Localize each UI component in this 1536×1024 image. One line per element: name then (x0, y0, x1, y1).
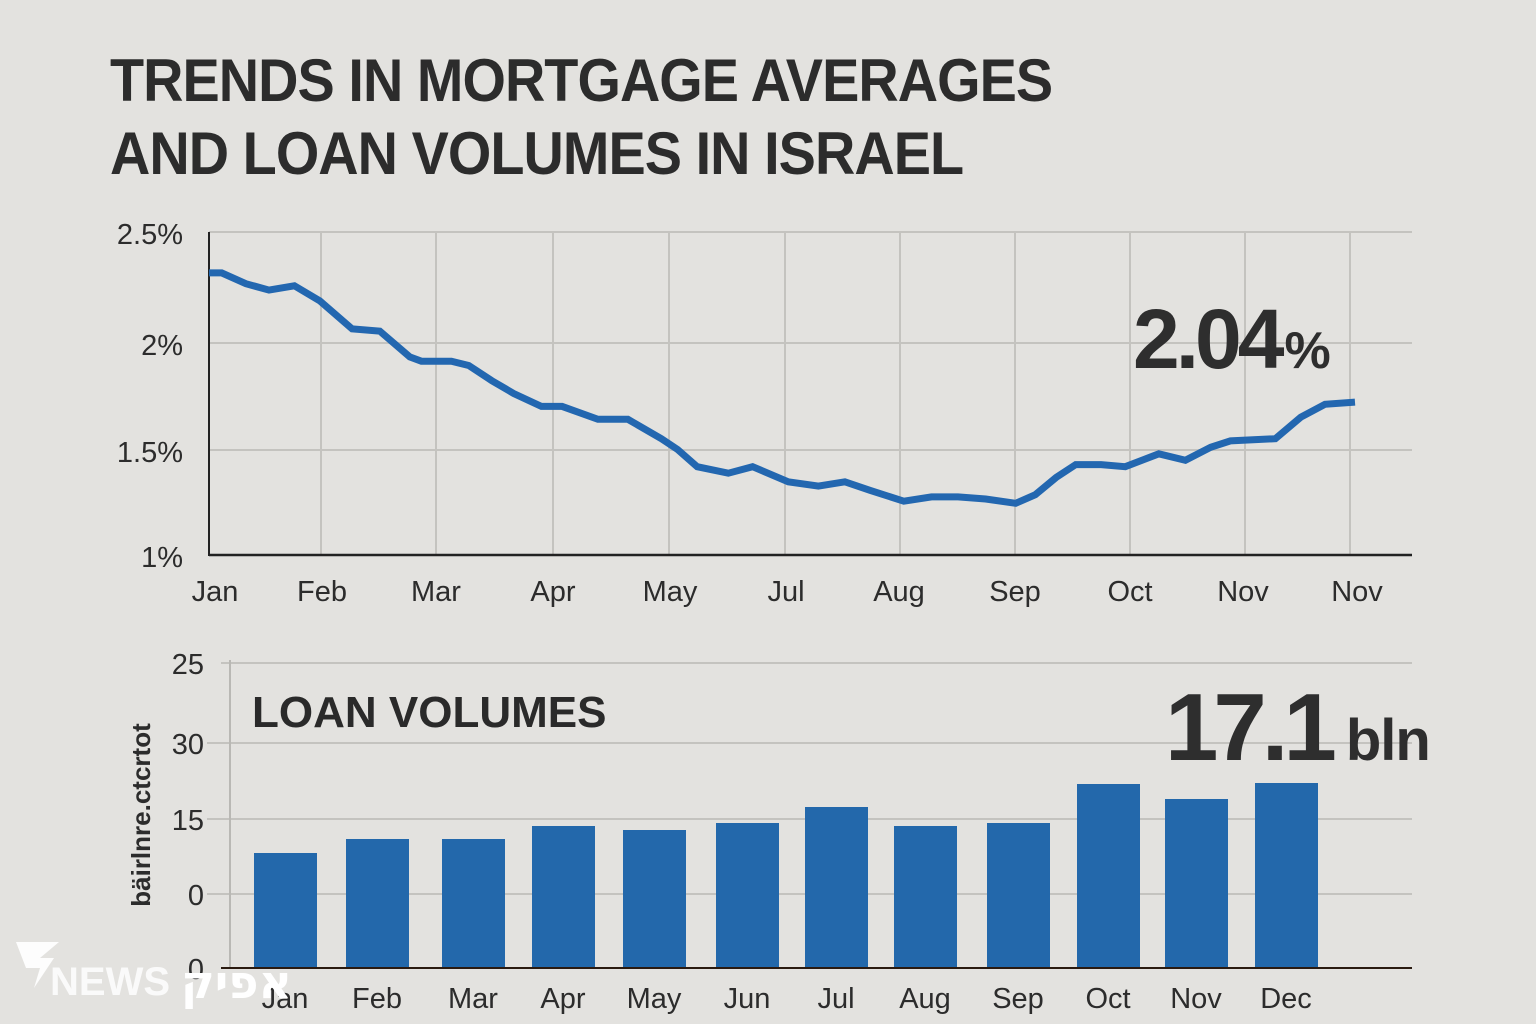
bar-may (623, 830, 686, 968)
x-tick-label: Sep (989, 576, 1041, 608)
x-tick-label: Jun (724, 983, 771, 1015)
x-tick-label: Feb (297, 576, 347, 608)
lightning-logo-icon (16, 942, 59, 988)
y-tick-label: 1.5% (117, 437, 183, 469)
loan-volumes-title: LOAN VOLUMES (252, 688, 606, 737)
x-tick-label: Apr (530, 576, 575, 608)
mortgage-rate-line (209, 269, 1356, 507)
bar-nov (1165, 799, 1228, 968)
y-tick-label: 0 (188, 880, 204, 912)
x-tick-label: Feb (352, 983, 402, 1015)
watermark-news-text: NEWS (50, 960, 170, 1004)
bar-jun (716, 823, 779, 968)
loan-volume-bar-chart: 25 30 15 0 0 bäirlnre.ctcrtot LOAN VOLUMES Jan F… (126, 649, 1431, 1015)
bar-feb (346, 839, 409, 968)
x-tick-label: Sep (992, 983, 1044, 1015)
mortgage-line-chart: 2.5% 2% 1.5% 1% Jan Feb Mar Apr May Jul Aug Sep Oct N… (117, 219, 1412, 608)
y-axis-label: bäirlnre.ctcrtot (126, 723, 156, 907)
title-line-2: AND LOAN VOLUMES IN ISRAEL (110, 120, 964, 187)
highlight-volume-value: 17.1 bln (1165, 674, 1430, 781)
x-tick-label: Mar (411, 576, 461, 608)
bar-apr (532, 826, 595, 968)
bar-sep (987, 823, 1050, 968)
highlight-rate-value: 2.04% (1133, 292, 1330, 386)
y-tick-label: 2% (141, 330, 183, 362)
y-tick-label: 30 (172, 729, 204, 761)
x-tick-label: Nov (1331, 576, 1383, 608)
bar-aug (894, 826, 957, 968)
y-tick-label: 25 (172, 649, 204, 681)
bar-mar (442, 839, 505, 968)
page-title: TRENDS IN MORTGAGE AVERAGES AND LOAN VOL… (110, 44, 1053, 190)
title-line-1: TRENDS IN MORTGAGE AVERAGES (110, 47, 1053, 114)
x-tick-label: Aug (873, 576, 925, 608)
x-tick-label: Oct (1085, 983, 1130, 1015)
x-tick-label: Oct (1107, 576, 1152, 608)
x-tick-label: Jul (767, 576, 804, 608)
x-tick-label: Mar (448, 983, 498, 1015)
news-watermark: NEWS אפיק (14, 940, 314, 1010)
y-tick-label: 1% (141, 542, 183, 574)
x-tick-label: Aug (899, 983, 951, 1015)
bar-jan (254, 853, 317, 968)
bar-oct (1077, 784, 1140, 968)
y-tick-label: 15 (172, 805, 204, 837)
bar-jul (805, 807, 868, 968)
x-tick-label: Dec (1260, 983, 1312, 1015)
x-tick-label: May (627, 983, 682, 1015)
x-tick-label: May (643, 576, 698, 608)
watermark-hebrew-text: אפיק (181, 955, 292, 1009)
x-tick-label: Jan (262, 983, 309, 1015)
y-tick-label: 0 (188, 954, 204, 986)
x-tick-label: Apr (540, 983, 585, 1015)
y-tick-label: 2.5% (117, 219, 183, 251)
bar-dec (1255, 783, 1318, 968)
x-tick-label: Jan (192, 576, 239, 608)
x-tick-label: Nov (1170, 983, 1222, 1015)
x-tick-label: Jul (817, 983, 854, 1015)
x-tick-label: Nov (1217, 576, 1269, 608)
